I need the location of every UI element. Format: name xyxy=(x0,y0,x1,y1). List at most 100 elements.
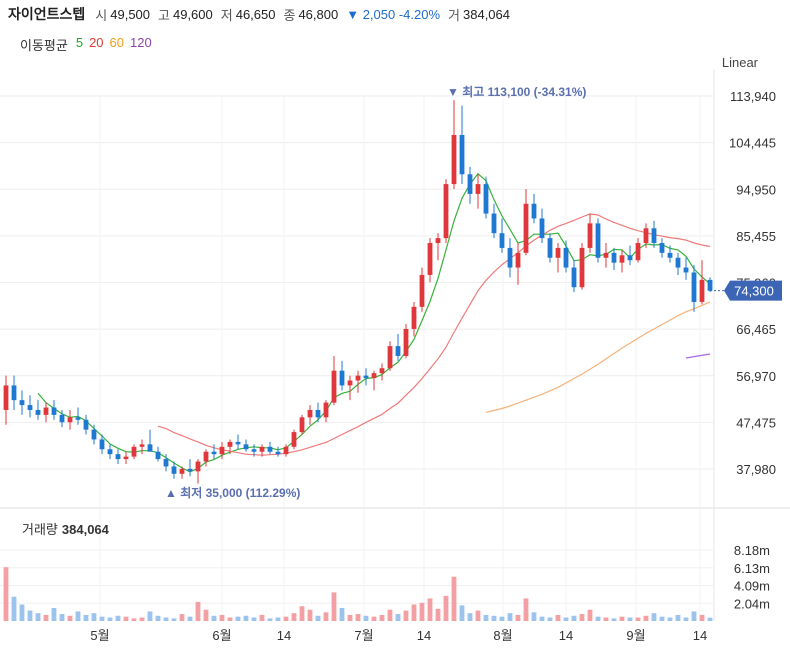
time-tick-label: 14 xyxy=(277,628,291,643)
candle xyxy=(507,238,513,278)
candle xyxy=(635,238,641,263)
candle-body xyxy=(531,203,537,219)
candle-body xyxy=(275,451,281,455)
candle xyxy=(371,370,377,391)
candle-body xyxy=(347,380,353,386)
candle-body xyxy=(291,432,297,447)
volume-bar xyxy=(411,604,417,621)
volume-bar xyxy=(35,613,41,621)
candle xyxy=(123,451,129,464)
candle xyxy=(35,400,41,420)
candle-body xyxy=(379,368,385,374)
volume-bar xyxy=(139,617,145,621)
candle xyxy=(683,257,689,280)
close-label: 종 xyxy=(283,7,296,23)
candle-body xyxy=(3,385,9,410)
volume-bar xyxy=(395,614,401,621)
volume-bar xyxy=(627,617,633,621)
open-label: 시 xyxy=(95,7,108,23)
volume-bar xyxy=(387,609,393,621)
volume-bar xyxy=(131,618,137,621)
volume-bar xyxy=(651,613,657,621)
candle xyxy=(51,400,57,420)
ma-60-line xyxy=(485,301,711,413)
candle xyxy=(379,363,385,381)
candle-body xyxy=(363,375,369,379)
current-price-label: 74,300 xyxy=(734,284,774,299)
volume-bar xyxy=(659,616,665,621)
candle-body xyxy=(147,444,153,452)
candle xyxy=(99,434,105,455)
volume-bar xyxy=(91,613,97,621)
volume-tick-label: 6.13m xyxy=(734,561,770,576)
ma-20-line xyxy=(157,213,711,456)
time-tick-label: 8월 xyxy=(493,628,512,643)
time-tick-label: 6월 xyxy=(212,628,231,643)
high-label: 고 xyxy=(158,7,170,23)
volume-value: 384,064 xyxy=(463,6,510,22)
candle xyxy=(235,434,241,450)
stock-name: 자이언트스텝 xyxy=(8,6,86,22)
price-tick-label: 94,950 xyxy=(736,182,776,197)
candle xyxy=(283,444,289,457)
volume-tick-label: 4.09m xyxy=(734,579,770,594)
volume-bar xyxy=(619,616,625,621)
price-tick-label: 66,465 xyxy=(736,322,776,337)
volume-bar xyxy=(483,614,489,621)
candle-body xyxy=(43,407,49,415)
candle xyxy=(299,414,305,435)
volume-bar xyxy=(195,601,201,621)
volume-bar xyxy=(307,609,313,621)
volume-bar xyxy=(211,615,217,621)
volume-bar xyxy=(203,609,209,621)
candle-body xyxy=(643,228,649,244)
candle xyxy=(227,439,233,455)
price-tick-label: 113,940 xyxy=(730,89,776,104)
candle xyxy=(499,218,505,253)
volume-bar xyxy=(75,611,81,621)
candle-body xyxy=(11,385,17,401)
candle-body xyxy=(675,257,681,268)
volume-bar xyxy=(371,616,377,621)
candle xyxy=(259,444,265,457)
candle xyxy=(211,444,217,460)
candle xyxy=(563,240,569,273)
candle xyxy=(179,466,185,479)
candle xyxy=(59,409,65,428)
candle-body xyxy=(267,446,273,452)
scale-toggle[interactable]: Linear xyxy=(721,55,758,70)
volume-bar xyxy=(59,614,65,621)
volume-bar xyxy=(403,610,409,621)
candle xyxy=(531,193,537,224)
candle-body xyxy=(315,409,321,418)
candle-body xyxy=(251,449,257,452)
volume-bar xyxy=(523,598,529,621)
candle xyxy=(387,341,393,371)
volume-bar xyxy=(475,610,481,621)
candle-body xyxy=(491,213,497,234)
volume-bar xyxy=(571,615,577,621)
candle xyxy=(315,402,321,423)
volume-bar xyxy=(563,617,569,621)
volume-bar xyxy=(259,614,265,621)
volume-bar xyxy=(499,616,505,621)
volume-bar xyxy=(299,606,305,621)
candle xyxy=(3,375,9,425)
candle-body xyxy=(523,203,529,253)
candle-body xyxy=(459,134,465,175)
volume-bar xyxy=(667,617,673,621)
volume-bar xyxy=(595,616,601,621)
candle xyxy=(411,301,417,337)
candle-body xyxy=(443,184,449,239)
candle xyxy=(523,189,529,256)
candle-body xyxy=(219,446,225,455)
candle xyxy=(147,429,153,452)
candle-body xyxy=(483,184,489,214)
candle xyxy=(491,203,497,239)
candle-body xyxy=(27,405,33,410)
ma-5-line xyxy=(37,172,711,473)
moving-average-legend[interactable]: 이동평균 5 20 60 120 xyxy=(20,35,152,54)
volume-bar xyxy=(171,618,177,621)
candle-body xyxy=(635,243,641,261)
